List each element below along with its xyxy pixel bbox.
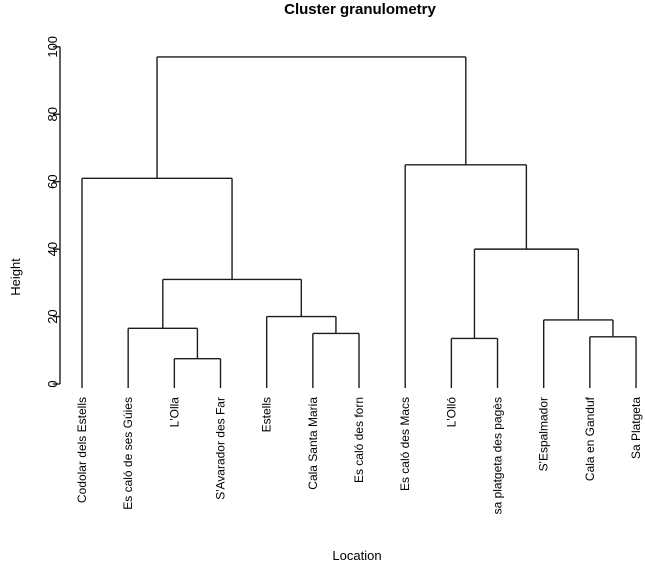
- leaf-label: Sa Platgeta: [629, 397, 643, 459]
- dendrogram-tree: [81, 56, 637, 388]
- leaf-label: Cala en Ganduf: [583, 396, 597, 481]
- leaf-label: Es caló des Macs: [398, 397, 412, 491]
- y-axis-label: Height: [8, 258, 23, 296]
- leaf-label: Codolar dels Estells: [75, 397, 89, 503]
- leaf-label: S'Espalmador: [537, 397, 551, 471]
- y-tick-label: 40: [45, 242, 60, 256]
- chart-title: Cluster granulometry: [284, 1, 436, 18]
- leaf-label: sa platgeta des pagès: [491, 397, 505, 514]
- leaf-label: L'Olla: [167, 397, 181, 428]
- y-tick-label: 20: [45, 309, 60, 323]
- leaf-label: Es caló des forn: [352, 397, 366, 483]
- y-tick-label: 60: [45, 174, 60, 188]
- leaf-label: Es caló de ses Gúies: [121, 397, 135, 510]
- y-axis: 0 20 40 60 80 100: [45, 36, 61, 388]
- y-tick-label: 80: [45, 107, 60, 121]
- leaf-label: S'Avarador des Far: [214, 397, 228, 500]
- leaf-label: Cala Santa Maria: [306, 397, 320, 490]
- y-tick-label: 0: [45, 380, 60, 387]
- x-axis-label: Location: [332, 548, 381, 563]
- leaf-labels: Codolar dels Estells Es caló de ses Gúies…: [75, 396, 643, 514]
- y-tick-label: 100: [45, 36, 60, 58]
- leaf-label: L'Olló: [444, 397, 458, 428]
- leaf-label: Estells: [260, 397, 274, 432]
